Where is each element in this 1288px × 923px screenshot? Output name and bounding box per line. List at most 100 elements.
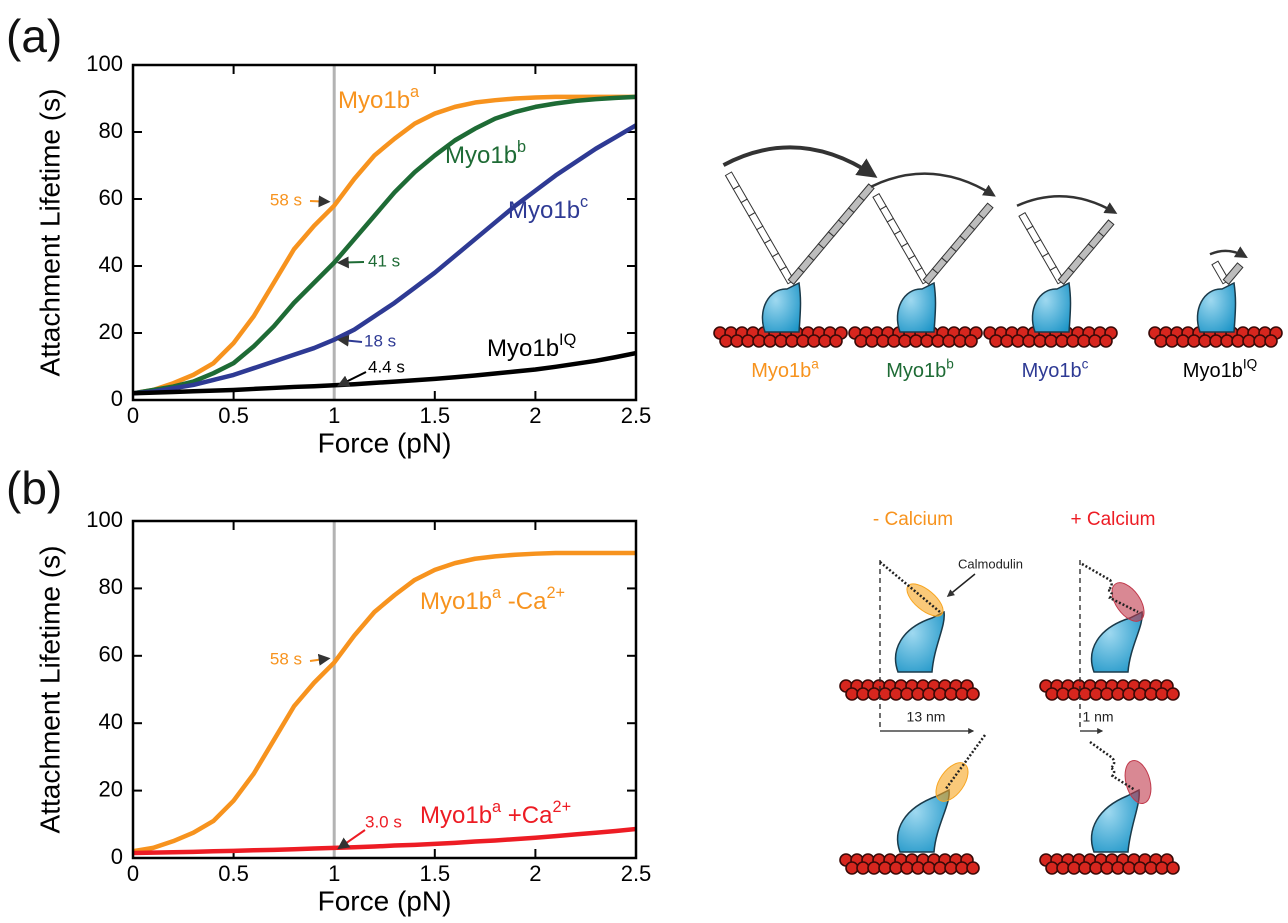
myosin-head — [894, 610, 945, 673]
actin-bead — [1100, 861, 1114, 875]
text-part: Myo1b — [487, 335, 559, 362]
actin-bead — [1088, 334, 1102, 348]
calmodulin — [1111, 582, 1145, 622]
y-tick-label: 80 — [99, 574, 123, 599]
actin-bead — [1253, 334, 1267, 348]
data-line — [132, 826, 637, 856]
actin-bead — [1044, 334, 1058, 348]
actin-bead — [1176, 334, 1190, 348]
y-tick-label: 80 — [99, 118, 123, 143]
lever-segment — [724, 171, 741, 190]
y-axis-label: Attachment Lifetime (s) — [34, 546, 65, 834]
text-part: Myo1b — [420, 802, 492, 829]
actin-bead — [1033, 334, 1047, 348]
panel-label: (a) — [6, 10, 62, 62]
actin-bead — [1056, 861, 1070, 875]
actin-bead — [1144, 861, 1158, 875]
actin-bead — [1209, 334, 1223, 348]
superscript: a — [410, 83, 420, 101]
superscript: a — [492, 584, 502, 602]
superscript: 2+ — [546, 584, 565, 602]
x-tick-label: 2.5 — [621, 403, 652, 428]
actin-bead — [1220, 334, 1234, 348]
distance-label: 1 nm — [1082, 709, 1113, 725]
swing-arrow — [1209, 246, 1248, 259]
myosin-head — [1196, 281, 1237, 333]
actin-bead — [1166, 687, 1180, 701]
y-tick-label: 100 — [86, 507, 123, 532]
annotation-arrow — [337, 371, 367, 387]
series-label: Myo1ba -Ca2+ — [420, 584, 565, 615]
actin-bead — [1100, 687, 1114, 701]
actin-bead — [1089, 687, 1103, 701]
actin-bead — [1089, 861, 1103, 875]
superscript: c — [1082, 356, 1089, 371]
data-line — [132, 94, 636, 396]
actin-bead — [1155, 861, 1169, 875]
actin-bead — [1045, 687, 1059, 701]
data-line — [132, 123, 638, 396]
calcium-diagram: - Calcium + Calcium Calmodulin 13 nm 1 n… — [839, 509, 1180, 875]
x-tick-label: 1 — [328, 403, 340, 428]
actin-bead — [1133, 861, 1147, 875]
text-part: Myo1b — [751, 360, 811, 382]
x-tick-label: 2 — [529, 861, 541, 886]
actin-bead — [1067, 687, 1081, 701]
actin-bead — [1111, 687, 1125, 701]
actin-bead — [1166, 861, 1180, 875]
actin-bead — [1155, 687, 1169, 701]
swing-arrow — [870, 172, 996, 197]
text-part: +Ca — [501, 802, 553, 829]
actin-bead — [1078, 861, 1092, 875]
x-tick-label: 0 — [127, 403, 139, 428]
series-label: Myo1ba — [338, 83, 420, 114]
x-axis-label: Force (pN) — [318, 885, 452, 916]
lever-segment — [1097, 219, 1115, 238]
diagram-label: Myo1ba — [751, 356, 819, 382]
diagram-label: Myo1bIQ — [1183, 356, 1257, 382]
actin-bead — [1055, 334, 1069, 348]
y-tick-label: 60 — [99, 185, 123, 210]
swing-arrow — [722, 145, 878, 178]
x-tick-label: 2.5 — [621, 861, 652, 886]
x-tick-label: 1 — [328, 861, 340, 886]
annotation: 58 s — [270, 190, 302, 209]
actin-bead — [1022, 334, 1036, 348]
plot-frame — [131, 519, 638, 860]
y-tick-label: 20 — [99, 776, 123, 801]
y-tick-label: 0 — [111, 844, 123, 869]
minus-calcium-label: - Calcium — [873, 509, 953, 530]
actin-bead — [1045, 861, 1059, 875]
actin-bead — [1111, 861, 1125, 875]
lever-arm-diagram — [713, 145, 1283, 348]
plot-frame — [131, 63, 638, 402]
text-part: Myo1b — [338, 87, 410, 114]
actin-bead — [966, 861, 980, 875]
lever-segment — [872, 192, 887, 211]
actin-bead — [1154, 334, 1168, 348]
superscript: a — [492, 798, 502, 816]
actin-bead — [964, 334, 978, 348]
actin-bead — [1231, 334, 1245, 348]
actin-bead — [1122, 861, 1136, 875]
actin-bead — [1187, 334, 1201, 348]
text-part: Myo1b — [1183, 360, 1243, 382]
actin-bead — [1078, 687, 1092, 701]
text-part: Myo1b — [886, 360, 946, 382]
annotation: 4.4 s — [368, 357, 405, 376]
myosin-head — [1090, 788, 1140, 853]
text-part: -Ca — [501, 588, 547, 615]
x-tick-label: 0 — [127, 861, 139, 886]
series-label: Myo1bb — [445, 138, 526, 169]
plus-calcium-label: + Calcium — [1071, 509, 1156, 530]
panel-label: (b) — [6, 462, 62, 514]
annotation-arrow — [336, 256, 365, 269]
superscript: 2+ — [553, 798, 572, 816]
lever-segment — [1018, 212, 1034, 231]
lever-helix — [943, 734, 987, 791]
annotation-arrow — [336, 334, 363, 347]
y-tick-label: 60 — [99, 642, 123, 667]
annotation-arrow — [309, 195, 331, 208]
x-axis-label: Force (pN) — [318, 427, 452, 458]
data-line — [132, 550, 636, 854]
